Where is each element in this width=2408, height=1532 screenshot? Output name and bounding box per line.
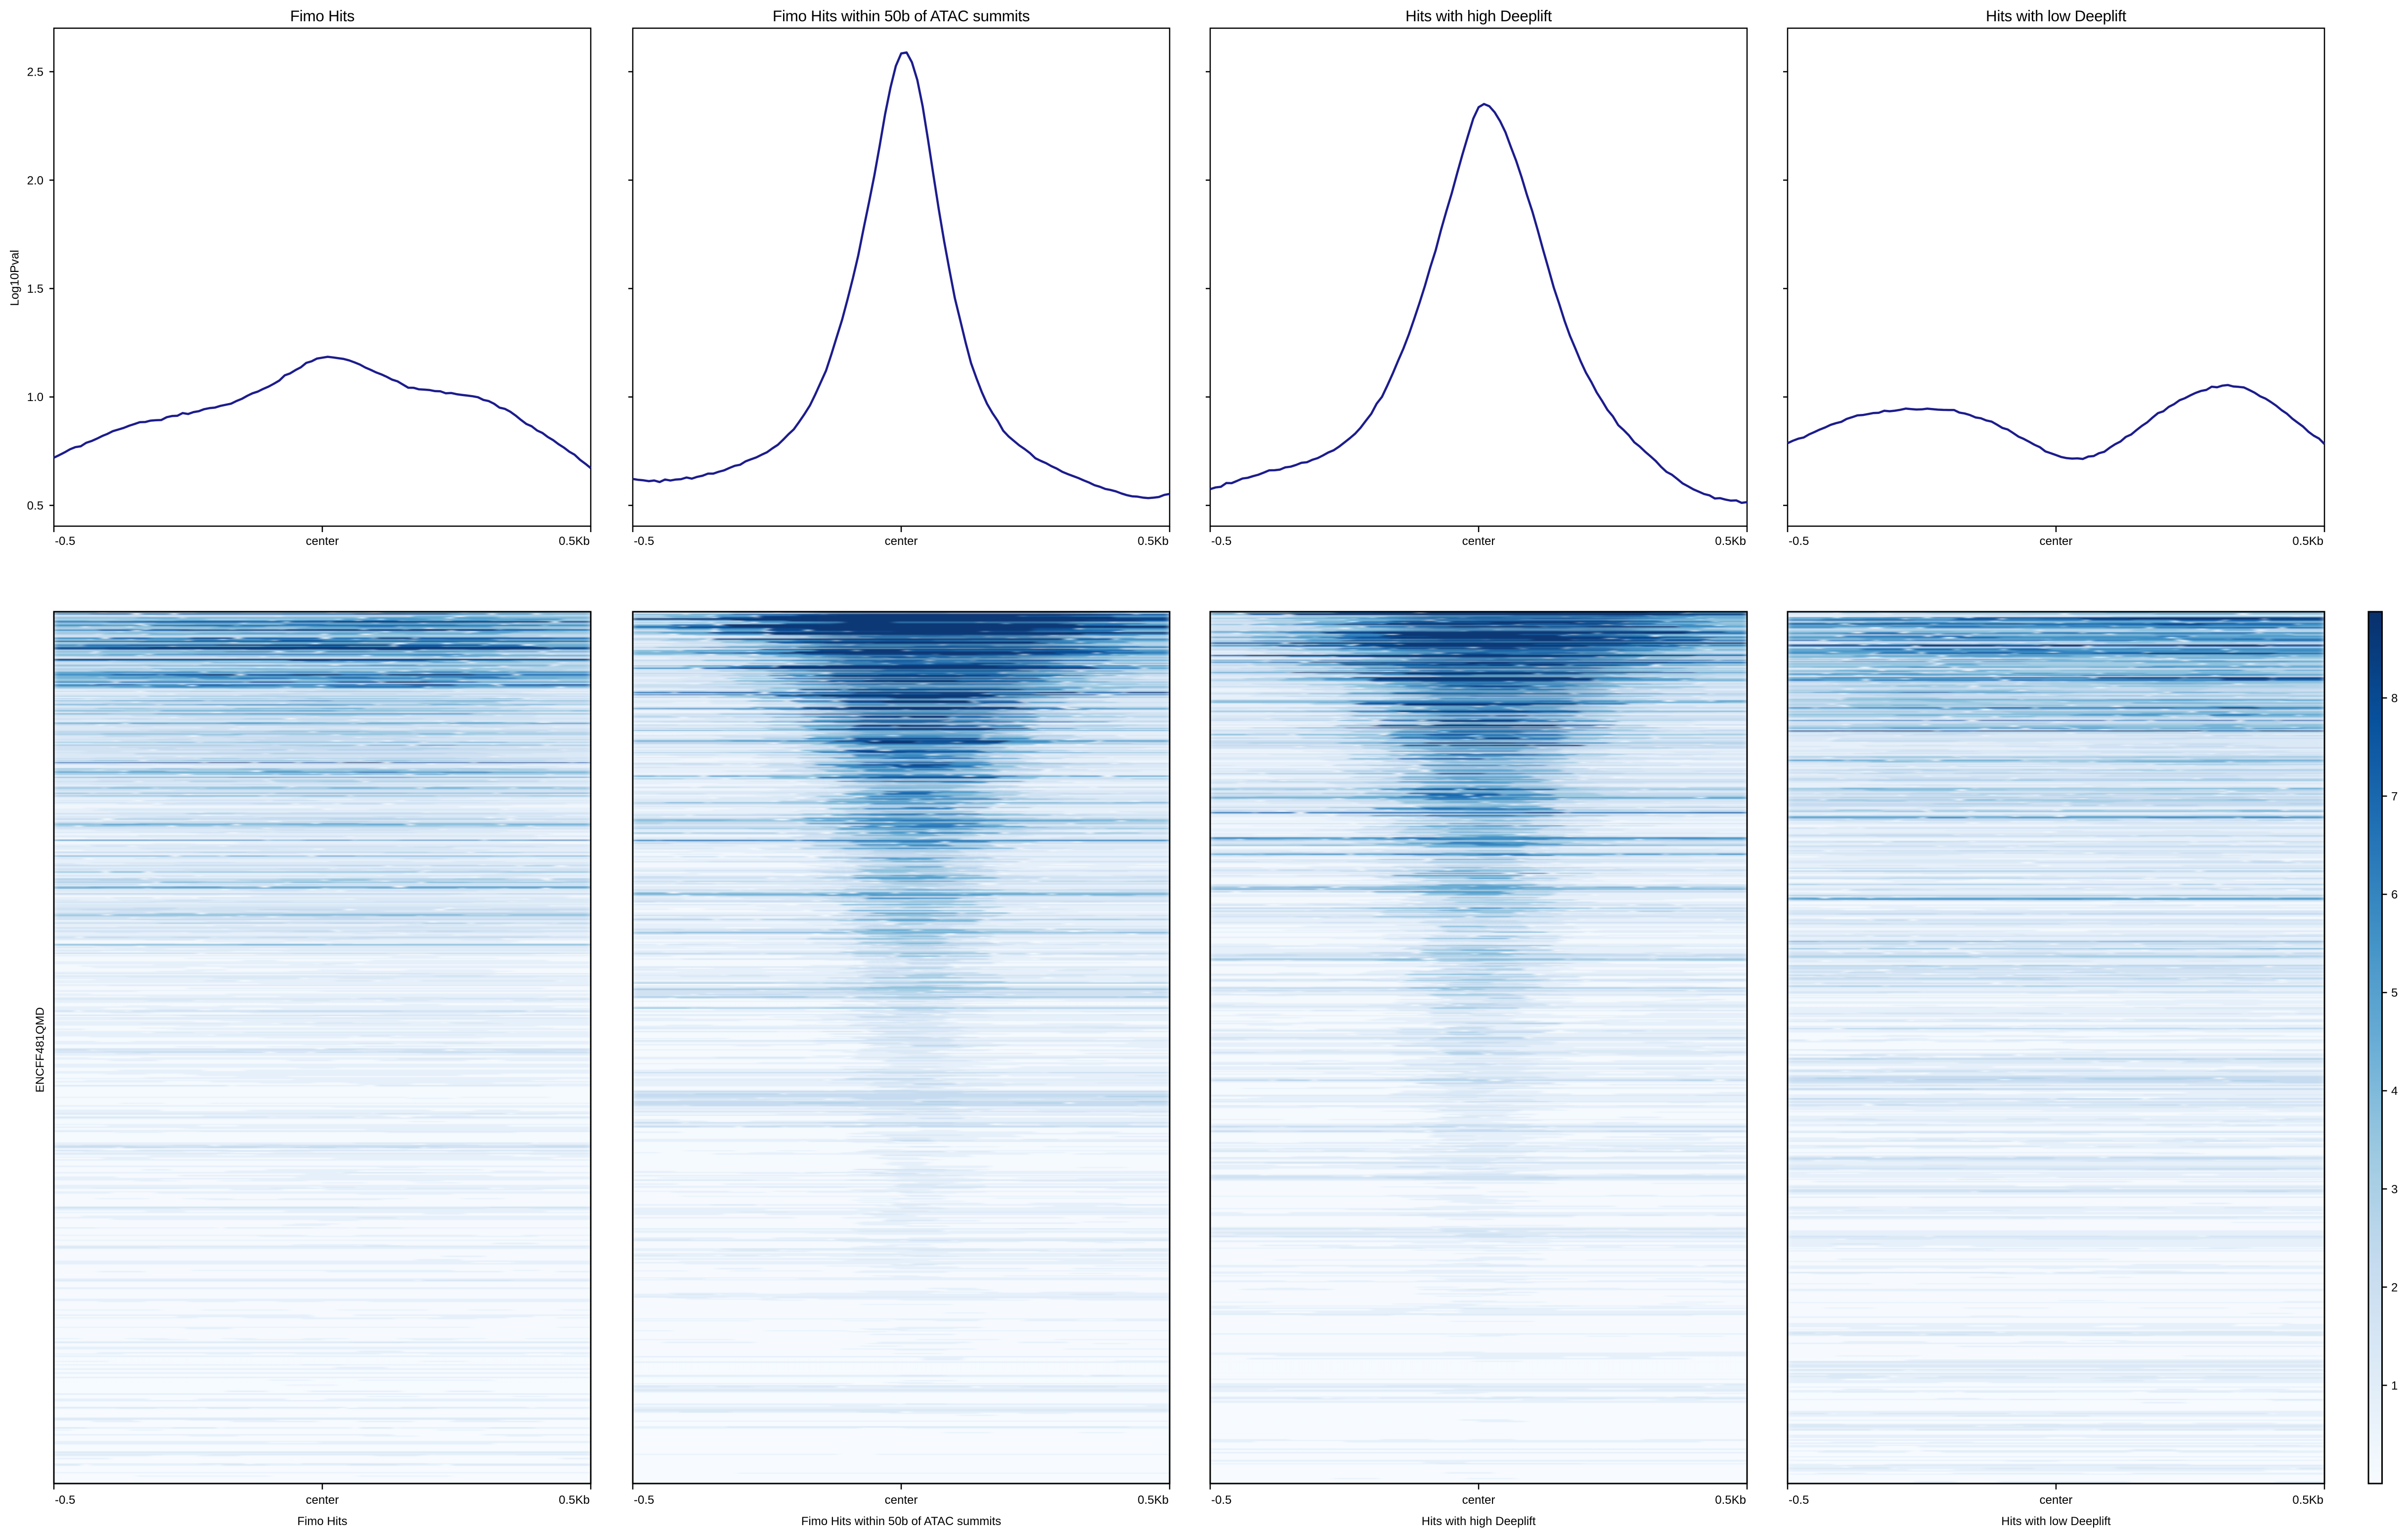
svg-text:0.5Kb: 0.5Kb [559,1493,590,1507]
svg-text:-0.5: -0.5 [634,1493,654,1507]
svg-text:0.5Kb: 0.5Kb [559,535,590,548]
svg-text:Fimo Hits: Fimo Hits [297,1515,347,1528]
svg-text:-0.5: -0.5 [1211,535,1231,548]
svg-text:-0.5: -0.5 [1211,1493,1231,1507]
svg-text:-0.5: -0.5 [1789,1493,1809,1507]
svg-text:Hits with low Deeplift: Hits with low Deeplift [2001,1515,2111,1528]
svg-text:center: center [306,1493,339,1507]
svg-text:0.5: 0.5 [27,499,44,513]
svg-text:0.5Kb: 0.5Kb [1138,535,1169,548]
svg-text:center: center [885,535,918,548]
svg-text:-0.5: -0.5 [634,535,654,548]
svg-text:center: center [1462,535,1495,548]
svg-text:center: center [2040,535,2073,548]
svg-text:center: center [2040,1493,2073,1507]
svg-text:0.5Kb: 0.5Kb [2292,1493,2323,1507]
svg-text:1.5: 1.5 [27,282,44,296]
svg-text:4: 4 [2391,1084,2398,1098]
svg-text:Hits with high Deeplift: Hits with high Deeplift [1405,7,1552,25]
svg-text:-0.5: -0.5 [55,1493,75,1507]
svg-text:7: 7 [2391,790,2398,803]
svg-text:5: 5 [2391,987,2398,1000]
svg-text:-0.5: -0.5 [55,535,75,548]
svg-text:Fimo Hits within 50b of ATAC s: Fimo Hits within 50b of ATAC summits [773,7,1030,25]
svg-text:0.5Kb: 0.5Kb [2292,535,2323,548]
svg-text:2.5: 2.5 [27,66,44,79]
svg-text:2: 2 [2391,1281,2398,1294]
svg-text:Hits with low Deeplift: Hits with low Deeplift [1986,7,2127,25]
svg-text:Hits with high Deeplift: Hits with high Deeplift [1422,1515,1536,1528]
svg-text:center: center [306,535,339,548]
svg-text:0.5Kb: 0.5Kb [1138,1493,1169,1507]
svg-text:1: 1 [2391,1379,2398,1393]
svg-text:Fimo Hits within 50b of ATAC s: Fimo Hits within 50b of ATAC summits [801,1515,1002,1528]
svg-text:6: 6 [2391,888,2398,901]
svg-text:0.5Kb: 0.5Kb [1715,535,1746,548]
svg-text:ENCFF481QMD: ENCFF481QMD [34,1007,46,1092]
svg-text:Fimo Hits: Fimo Hits [290,7,354,25]
svg-text:-0.5: -0.5 [1789,535,1809,548]
svg-text:0.5Kb: 0.5Kb [1715,1493,1746,1507]
svg-text:2.0: 2.0 [27,174,44,187]
svg-text:3: 3 [2391,1183,2398,1196]
svg-text:center: center [1462,1493,1495,1507]
svg-text:1.0: 1.0 [27,391,44,404]
svg-text:8: 8 [2391,692,2398,705]
svg-text:center: center [885,1493,918,1507]
svg-text:Log10Pval: Log10Pval [8,250,22,306]
